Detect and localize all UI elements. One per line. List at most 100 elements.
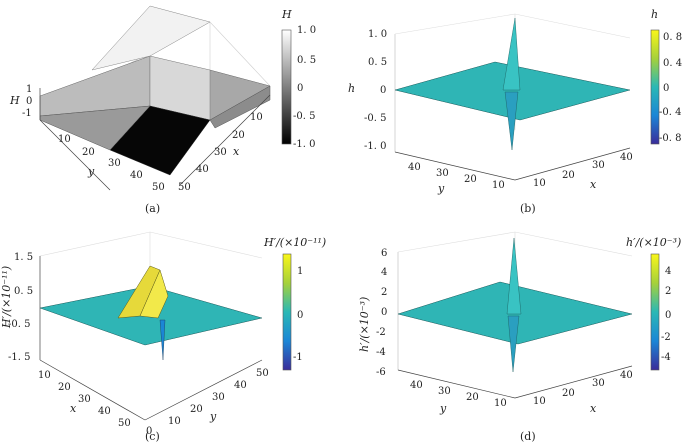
panel-b-colorbar <box>650 29 660 145</box>
panel-b-lticks-2: 20 <box>464 174 477 185</box>
panel-a-cb-1: 0. 5 <box>297 55 316 66</box>
panel-c-rticks-1: 10 <box>168 416 181 427</box>
panel-d-zticks-2: 2 <box>381 287 387 298</box>
panel-a-cb-3: -0. 5 <box>293 111 315 122</box>
panel-c-lticks-3: 40 <box>98 406 111 417</box>
panel-c-lticks-4: 50 <box>118 418 131 429</box>
panel-a: 1 0 -1 H 10 20 30 40 50 y 10 20 30 40 50… <box>9 5 316 215</box>
panel-d-zticks-3: 0 <box>381 307 387 318</box>
panel-d-lticks-2: 20 <box>466 392 479 403</box>
panel-b-spike-up <box>502 17 521 91</box>
panel-a-cb-0: 1. 0 <box>297 25 316 36</box>
panel-b-rticks-0: 10 <box>533 178 546 189</box>
panel-a-plateau-left <box>39 55 151 117</box>
panel-c-rticks-3: 30 <box>212 392 225 403</box>
panel-a-cb-4: -1. 0 <box>293 139 315 150</box>
panel-b-lticks-0: 40 <box>408 162 421 173</box>
panel-b-caption: (b) <box>520 202 536 215</box>
panel-b-zticks-3: -0. 5 <box>364 113 386 124</box>
panel-c-rticks-0: 0 <box>146 426 152 437</box>
panel-d-zticks-5: -4 <box>376 347 386 358</box>
panel-b-right-axis <box>514 147 631 181</box>
panel-a-zticks-0: 1 <box>26 84 32 95</box>
panel-a-lticks-1: 20 <box>82 147 95 158</box>
panel-c-caption: (c) <box>145 430 160 443</box>
panel-a-right-label: x <box>233 145 240 158</box>
panel-d: 6 4 2 0 -2 -4 -6 h′/(×10⁻³) 40 30 20 10 … <box>358 231 681 443</box>
panel-c-lticks-2: 30 <box>78 394 91 405</box>
panel-b-zticks-0: 1. 0 <box>368 29 387 40</box>
panel-a-rticks-3: 40 <box>196 164 209 175</box>
panel-a-y-axis <box>39 119 111 191</box>
panel-a-x-axis <box>179 94 271 186</box>
panel-a-top-block <box>91 5 211 71</box>
panel-a-colorbar <box>281 29 292 145</box>
panel-b-cb-3: -0. 4 <box>659 107 681 118</box>
panel-d-rticks-0: 10 <box>533 396 546 407</box>
panel-c-right-axis <box>144 359 263 421</box>
panel-c-lticks-1: 20 <box>58 382 71 393</box>
panel-d-cb-1: 2 <box>665 286 671 297</box>
panel-b: 1. 0 0. 5 0 -0. 5 -1. 0 h 40 30 20 10 y … <box>348 8 682 215</box>
panel-b-lticks-1: 30 <box>436 168 449 179</box>
panel-d-zticks-1: 4 <box>381 267 387 278</box>
panel-b-zticks-2: 0 <box>380 85 386 96</box>
panel-d-rticks-3: 40 <box>620 370 633 381</box>
panel-d-cb-2: 0 <box>665 310 671 321</box>
panel-c-left-axis <box>39 359 146 421</box>
panel-a-lticks-3: 40 <box>130 170 143 181</box>
panel-b-zlabel: h <box>348 82 355 95</box>
panel-c-right-label: y <box>209 410 217 423</box>
panel-b-rticks-1: 20 <box>562 170 575 181</box>
panel-c-zticks-0: 1. 5 <box>14 252 33 263</box>
panel-c-cb-1: 0 <box>297 310 303 321</box>
panel-b-left-label: y <box>437 182 445 195</box>
panel-b-right-label: x <box>590 178 597 191</box>
panel-c-zticks-2: -0. 5 <box>8 319 30 330</box>
panel-d-lticks-0: 40 <box>410 380 423 391</box>
panel-c: 1. 5 0. 5 -0. 5 -1. 5 H′/(×10⁻¹¹) 10 20 … <box>0 231 326 443</box>
panel-a-lticks-0: 10 <box>58 134 71 145</box>
panel-c-colorbar-title: H′/(×10⁻¹¹) <box>263 236 326 249</box>
panel-d-zticks-4: -2 <box>376 327 386 338</box>
panel-b-left-axis <box>394 151 516 181</box>
panel-a-zlabel: H <box>9 94 20 107</box>
panel-d-zticks-0: 6 <box>381 248 387 259</box>
panel-a-caption: (a) <box>145 202 160 215</box>
panel-b-cb-1: 0. 4 <box>663 58 682 69</box>
panel-b-spike-down <box>504 91 519 151</box>
panel-a-rticks-0: 10 <box>250 112 263 123</box>
panel-d-zlabel: h′/(×10⁻³) <box>358 297 371 352</box>
panel-d-rticks-2: 30 <box>592 378 605 389</box>
panel-d-right-axis <box>514 365 633 399</box>
panel-a-lticks-4: 50 <box>152 182 165 193</box>
panel-c-rticks-5: 50 <box>256 368 269 379</box>
panel-a-left-label: y <box>87 165 95 178</box>
panel-a-rticks-1: 20 <box>232 130 245 141</box>
panel-b-cb-2: 0 <box>663 83 669 94</box>
panel-d-spike-down <box>507 315 520 373</box>
panel-c-backwall <box>39 231 263 259</box>
panel-c-trough <box>159 319 166 361</box>
panel-d-rticks-1: 20 <box>562 388 575 399</box>
panel-b-lticks-3: 10 <box>492 180 505 191</box>
panel-a-rticks-2: 30 <box>214 147 227 158</box>
panel-d-left-axis <box>397 369 516 399</box>
panel-a-lticks-2: 30 <box>108 158 121 169</box>
panel-d-colorbar-title: h′/(×10⁻³) <box>626 236 681 249</box>
panel-d-right-label: x <box>590 402 597 415</box>
panel-c-zticks-3: -1. 5 <box>8 352 30 363</box>
panel-c-rticks-2: 20 <box>190 404 203 415</box>
panel-c-cb-2: -1 <box>293 352 303 363</box>
panel-c-cb-0: 1 <box>297 266 303 277</box>
panel-d-lticks-1: 30 <box>438 386 451 397</box>
panel-a-zticks-1: 0 <box>26 96 32 107</box>
panel-d-caption: (d) <box>520 430 536 443</box>
panel-c-zticks-1: 0. 5 <box>14 286 33 297</box>
panel-b-zticks-4: -1. 0 <box>364 141 386 152</box>
panel-d-spike-up <box>506 237 522 315</box>
panel-b-rticks-2: 30 <box>592 160 605 171</box>
panel-d-lticks-3: 10 <box>494 398 507 409</box>
panel-a-cb-2: 0 <box>297 83 303 94</box>
